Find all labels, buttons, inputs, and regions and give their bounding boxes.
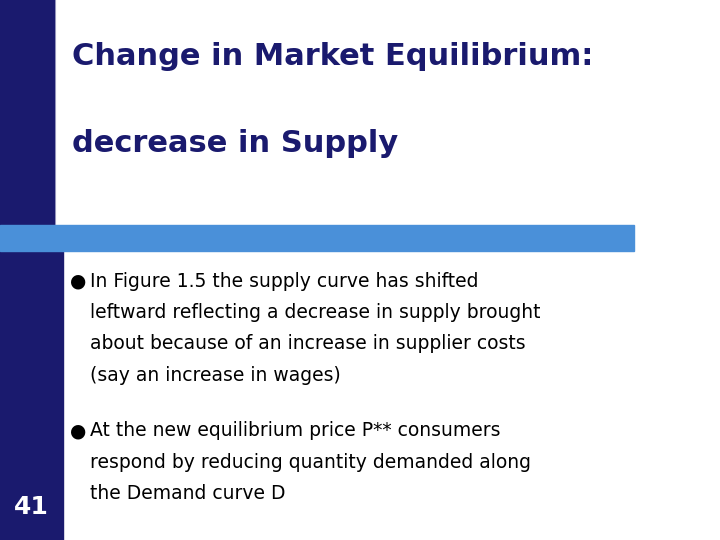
Text: the Demand curve D: the Demand curve D [90,484,286,503]
Text: decrease in Supply: decrease in Supply [72,129,398,158]
Text: respond by reducing quantity demanded along: respond by reducing quantity demanded al… [90,453,531,471]
Bar [0,0,63,540]
Text: At the new equilibrium price P** consumers: At the new equilibrium price P** consume… [90,421,500,440]
Text: 41: 41 [14,496,49,519]
Text: Change in Market Equilibrium:: Change in Market Equilibrium: [72,42,593,71]
Bar [0,225,634,251]
FancyBboxPatch shape [56,0,720,243]
Text: ●: ● [70,272,86,291]
Bar [0,0,259,116]
Text: ●: ● [70,421,86,440]
Text: (say an increase in wages): (say an increase in wages) [90,366,341,384]
Text: leftward reflecting a decrease in supply brought: leftward reflecting a decrease in supply… [90,303,541,322]
Text: about because of an increase in supplier costs: about because of an increase in supplier… [90,334,526,353]
Text: In Figure 1.5 the supply curve has shifted: In Figure 1.5 the supply curve has shift… [90,272,479,291]
